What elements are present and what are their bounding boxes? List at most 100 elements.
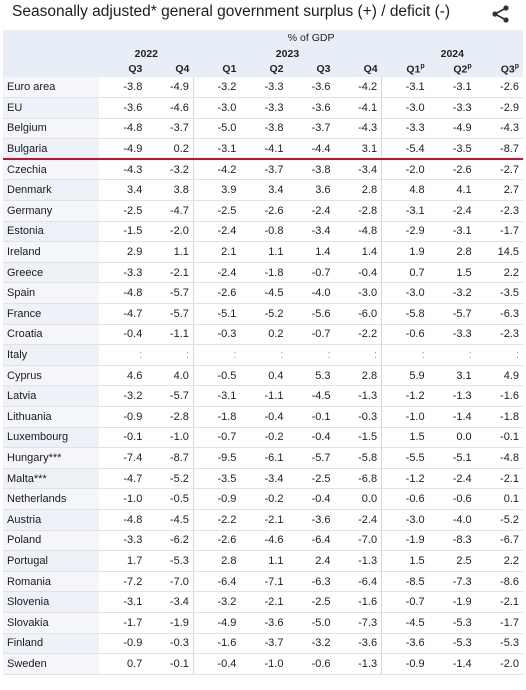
value-cell: -0.7 bbox=[287, 324, 335, 346]
country-name: Malta*** bbox=[3, 468, 100, 490]
value-cell: -2.6 bbox=[428, 159, 476, 181]
value-cell: : bbox=[240, 344, 288, 366]
value-cell: -4.7 bbox=[99, 468, 147, 490]
value-cell: -6.8 bbox=[334, 468, 382, 490]
value-cell: 2.8 bbox=[428, 241, 476, 263]
value-cell: 4.9 bbox=[475, 365, 523, 387]
value-cell: -0.6 bbox=[381, 488, 429, 510]
value-cell: -2.1 bbox=[240, 591, 288, 613]
value-cell: -5.4 bbox=[381, 138, 429, 161]
value-cell: : bbox=[334, 344, 382, 366]
value-cell: -4.6 bbox=[240, 530, 288, 552]
value-cell: 1.5 bbox=[381, 550, 429, 572]
value-cell: 1.9 bbox=[381, 241, 429, 263]
value-cell: -0.6 bbox=[428, 488, 476, 510]
value-cell: -3.6 bbox=[334, 633, 382, 655]
value-cell: : bbox=[192, 344, 241, 366]
value-cell: -3.1 bbox=[381, 200, 429, 222]
value-cell: -5.2 bbox=[475, 509, 523, 531]
value-cell: -0.3 bbox=[192, 324, 241, 346]
value-cell: -3.6 bbox=[287, 97, 335, 119]
value-cell: -0.9 bbox=[99, 633, 147, 655]
value-cell: -7.0 bbox=[334, 530, 382, 552]
value-cell: -4.9 bbox=[192, 612, 241, 634]
value-cell: -2.9 bbox=[381, 221, 429, 243]
value-cell: -3.1 bbox=[428, 77, 476, 99]
value-cell: -5.7 bbox=[146, 303, 194, 325]
quarter-label: Q2 bbox=[269, 63, 284, 75]
value-cell: -0.2 bbox=[240, 427, 288, 449]
value-cell: -4.3 bbox=[334, 118, 382, 140]
value-cell: -0.5 bbox=[192, 365, 241, 387]
unit-header-row: % of GDP bbox=[3, 30, 523, 46]
value-cell: -4.5 bbox=[287, 385, 335, 407]
value-cell: -4.8 bbox=[99, 509, 147, 531]
value-cell: -4.9 bbox=[428, 118, 476, 140]
value-cell: -1.1 bbox=[240, 385, 288, 407]
country-name: Germany bbox=[3, 200, 100, 222]
country-name: Bulgaria bbox=[3, 138, 100, 161]
value-cell: -4.1 bbox=[334, 97, 382, 119]
table-row: Slovenia -3.1 -3.4 -3.2 -2.1 -2.5 -1.6 -0.7 -1.9… bbox=[3, 591, 523, 613]
quarter-header: Q2 bbox=[240, 61, 288, 77]
value-cell: -1.9 bbox=[381, 530, 429, 552]
value-cell: -4.0 bbox=[428, 509, 476, 531]
share-icon[interactable] bbox=[490, 4, 512, 24]
table-row: Lithuania -0.9 -2.8 -1.8 -0.4 -0.1 -0.3 -1.0 -1.… bbox=[3, 406, 523, 428]
value-cell: -5.1 bbox=[428, 447, 476, 469]
value-cell: -0.4 bbox=[192, 653, 241, 675]
value-cell: -4.4 bbox=[287, 138, 335, 161]
value-cell: -3.6 bbox=[287, 509, 335, 531]
value-cell: -3.0 bbox=[192, 97, 241, 119]
value-cell: 4.8 bbox=[381, 179, 429, 202]
value-cell: : bbox=[475, 344, 523, 366]
value-cell: -5.3 bbox=[428, 612, 476, 634]
quarter-label: Q2 bbox=[453, 63, 468, 76]
value-cell: -3.1 bbox=[192, 385, 241, 407]
value-cell: : bbox=[381, 344, 429, 366]
value-cell: -4.8 bbox=[334, 221, 382, 243]
table-row: Hungary*** -7.4 -8.7 -9.5 -6.1 -5.7 -5.8 -5.5 -5… bbox=[3, 447, 523, 469]
value-cell: 2.8 bbox=[334, 179, 382, 202]
country-name: Spain bbox=[3, 282, 100, 305]
value-cell: 4.1 bbox=[428, 179, 476, 202]
value-cell: -2.6 bbox=[240, 200, 288, 222]
quarter-header: Q1 bbox=[193, 61, 241, 77]
value-cell: -1.8 bbox=[475, 406, 523, 428]
value-cell: -7.0 bbox=[146, 571, 194, 593]
value-cell: 1.4 bbox=[287, 241, 335, 263]
value-cell: -3.3 bbox=[381, 118, 429, 140]
table-row: Denmark 3.4 3.8 3.9 3.4 3.6 2.8 4.8 4.1 2.7 bbox=[3, 179, 523, 202]
value-cell: -8.7 bbox=[146, 447, 194, 469]
value-cell: -0.4 bbox=[99, 324, 147, 346]
value-cell: -0.6 bbox=[381, 324, 429, 346]
value-cell: 5.9 bbox=[381, 365, 429, 387]
value-cell: -3.7 bbox=[146, 118, 194, 140]
value-cell: : bbox=[99, 344, 147, 366]
value-cell: 2.2 bbox=[475, 550, 523, 572]
value-cell: -8.6 bbox=[475, 571, 523, 593]
value-cell: 3.1 bbox=[428, 365, 476, 387]
year-header-row: 2022 2023 2024 bbox=[3, 46, 523, 61]
value-cell: -3.3 bbox=[428, 324, 476, 346]
table-row: Bulgaria -4.9 0.2 -3.1 -4.1 -4.4 3.1 -5.4 -3.5 -8… bbox=[3, 138, 523, 161]
value-cell: -4.0 bbox=[287, 282, 335, 305]
value-cell: -2.2 bbox=[334, 324, 382, 346]
table-row: Greece -3.3 -2.1 -2.4 -1.8 -0.7 -0.4 0.7 1.5 2.2 bbox=[3, 262, 523, 284]
value-cell: 14.5 bbox=[475, 241, 523, 263]
country-name: Hungary*** bbox=[3, 447, 100, 469]
value-cell: -1.1 bbox=[146, 324, 194, 346]
value-cell: 4.0 bbox=[146, 365, 194, 387]
country-name: Czechia bbox=[3, 159, 100, 181]
provisional-marker: p bbox=[514, 62, 519, 70]
value-cell: -2.3 bbox=[475, 324, 523, 346]
value-cell: -1.4 bbox=[428, 406, 476, 428]
quarter-header: Q3 bbox=[287, 61, 335, 77]
quarter-label: Q3 bbox=[128, 63, 143, 75]
value-cell: -5.1 bbox=[192, 303, 241, 325]
country-name: Italy bbox=[3, 344, 100, 366]
value-cell: -5.3 bbox=[146, 550, 194, 572]
quarter-label: Q3 bbox=[500, 63, 515, 76]
value-cell: 5.3 bbox=[287, 365, 335, 387]
deficit-table-container: % of GDP 2022 2023 2024 Q3 Q4 Q1 Q2 Q3 Q4 Q1p Q2p… bbox=[3, 30, 523, 690]
